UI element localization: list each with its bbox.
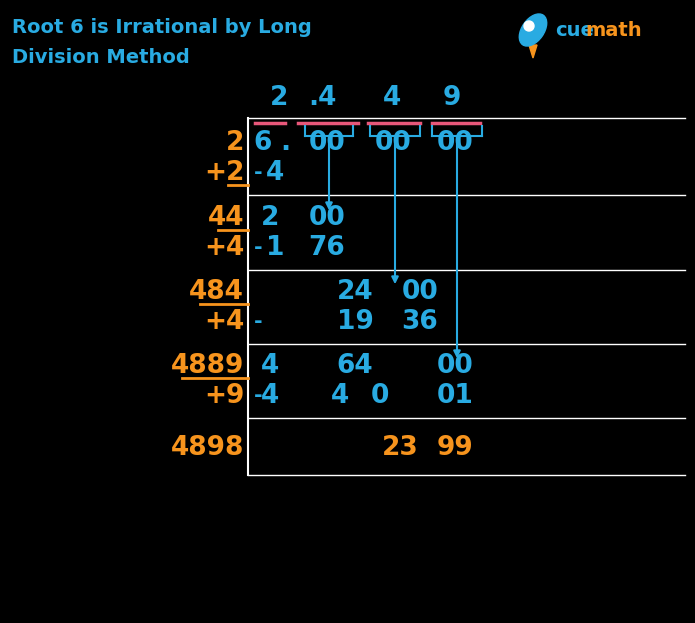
Text: cue: cue	[555, 21, 594, 39]
Text: 76: 76	[309, 235, 345, 261]
Text: 01: 01	[436, 383, 473, 409]
Text: 36: 36	[402, 309, 439, 335]
Text: 484: 484	[189, 279, 244, 305]
Text: math: math	[585, 21, 641, 39]
Text: +: +	[204, 383, 226, 409]
Text: 4: 4	[226, 235, 244, 261]
Text: +: +	[204, 235, 226, 261]
Text: -: -	[254, 312, 262, 332]
Text: 0: 0	[371, 383, 389, 409]
Text: 4: 4	[261, 353, 279, 379]
Text: 99: 99	[436, 435, 473, 461]
Text: 44: 44	[208, 205, 244, 231]
Text: -: -	[254, 163, 262, 183]
Text: 4: 4	[331, 383, 349, 409]
Text: 00: 00	[309, 130, 345, 156]
Text: 2: 2	[226, 130, 244, 156]
Text: -: -	[254, 238, 262, 258]
Text: 4: 4	[226, 309, 244, 335]
Text: 00: 00	[375, 130, 411, 156]
Text: 4: 4	[261, 383, 279, 409]
Text: 00: 00	[402, 279, 439, 305]
Text: 2: 2	[226, 160, 244, 186]
Text: +: +	[204, 309, 226, 335]
Text: 4889: 4889	[171, 353, 244, 379]
Text: .: .	[280, 130, 290, 156]
Text: 00: 00	[309, 205, 345, 231]
Text: 2: 2	[261, 205, 279, 231]
Text: 23: 23	[382, 435, 418, 461]
Text: 1: 1	[265, 235, 284, 261]
Text: 00: 00	[436, 353, 473, 379]
Text: 4: 4	[383, 85, 401, 111]
Text: 2: 2	[270, 85, 288, 111]
Text: -: -	[254, 386, 262, 406]
Text: 6: 6	[254, 130, 272, 156]
Text: +: +	[204, 160, 226, 186]
Circle shape	[524, 21, 534, 31]
Text: 9: 9	[443, 85, 461, 111]
Text: 9: 9	[226, 383, 244, 409]
Polygon shape	[529, 45, 537, 58]
Text: 00: 00	[436, 130, 473, 156]
Ellipse shape	[519, 14, 547, 46]
Text: 4: 4	[266, 160, 284, 186]
Text: Division Method: Division Method	[12, 48, 190, 67]
Text: .4: .4	[308, 85, 336, 111]
Text: 19: 19	[336, 309, 373, 335]
Text: 4898: 4898	[171, 435, 244, 461]
Text: Root 6 is Irrational by Long: Root 6 is Irrational by Long	[12, 18, 312, 37]
Text: 24: 24	[336, 279, 373, 305]
Text: 64: 64	[336, 353, 373, 379]
